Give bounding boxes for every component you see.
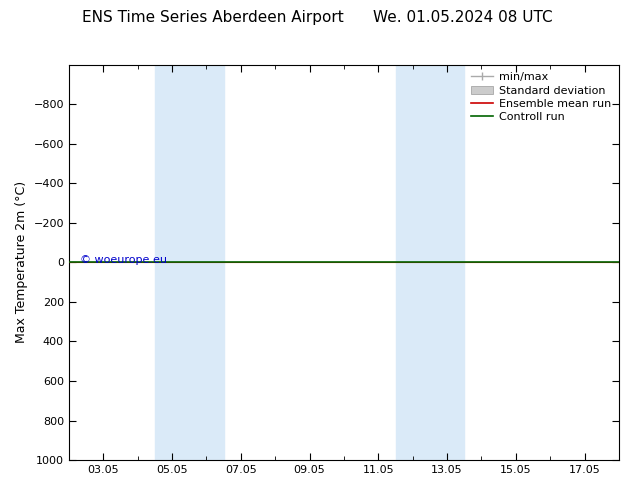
Legend: min/max, Standard deviation, Ensemble mean run, Controll run: min/max, Standard deviation, Ensemble me… — [469, 70, 614, 124]
Text: © woeurope.eu: © woeurope.eu — [80, 255, 167, 266]
Y-axis label: Max Temperature 2m (°C): Max Temperature 2m (°C) — [15, 181, 28, 343]
Bar — [155, 65, 224, 460]
Text: ENS Time Series Aberdeen Airport      We. 01.05.2024 08 UTC: ENS Time Series Aberdeen Airport We. 01.… — [82, 10, 552, 25]
Bar — [396, 65, 464, 460]
